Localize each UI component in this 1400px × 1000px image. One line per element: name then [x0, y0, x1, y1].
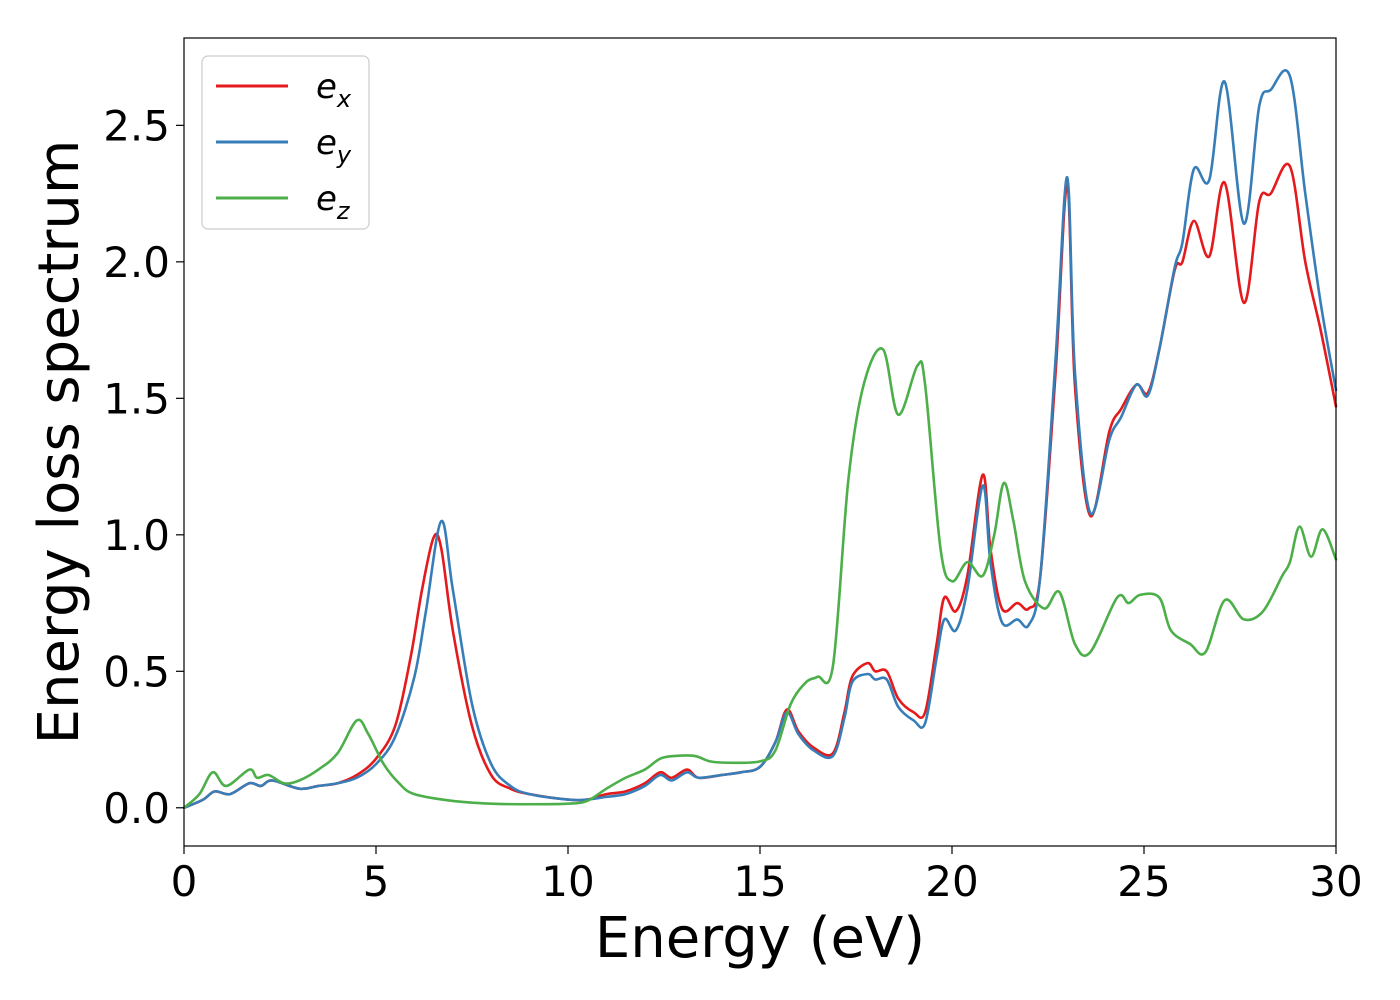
x-tick-label: 5 [363, 857, 390, 906]
legend-label-y: ey [316, 123, 352, 169]
series-layer [182, 69, 1338, 810]
x-axis-title: Energy (eV) [595, 906, 925, 971]
y-tick-label: 1.0 [103, 511, 170, 560]
x-tick-label: 15 [733, 857, 786, 906]
x-tick-label: 10 [541, 857, 594, 906]
series-line-z [182, 347, 1338, 810]
legend-label-x: ex [316, 67, 352, 113]
x-tick-label: 30 [1309, 857, 1362, 906]
x-tick-label: 20 [925, 857, 978, 906]
y-tick-label: 2.0 [103, 238, 170, 287]
series-line-y [182, 69, 1338, 810]
legend: ex ey ez [201, 55, 370, 230]
legend-label-z: ez [316, 179, 351, 225]
x-tick-label: 0 [171, 857, 198, 906]
y-tick-label: 2.5 [103, 101, 170, 150]
x-axis: 0 5 10 15 20 25 30 [171, 846, 1363, 906]
y-axis: 0.0 0.5 1.0 1.5 2.0 2.5 [103, 101, 184, 833]
y-tick-label: 1.5 [103, 374, 170, 423]
y-axis-title: Energy loss spectrum [27, 140, 92, 745]
y-tick-label: 0.5 [103, 647, 170, 696]
x-tick-label: 25 [1117, 857, 1170, 906]
y-tick-label: 0.0 [103, 784, 170, 833]
